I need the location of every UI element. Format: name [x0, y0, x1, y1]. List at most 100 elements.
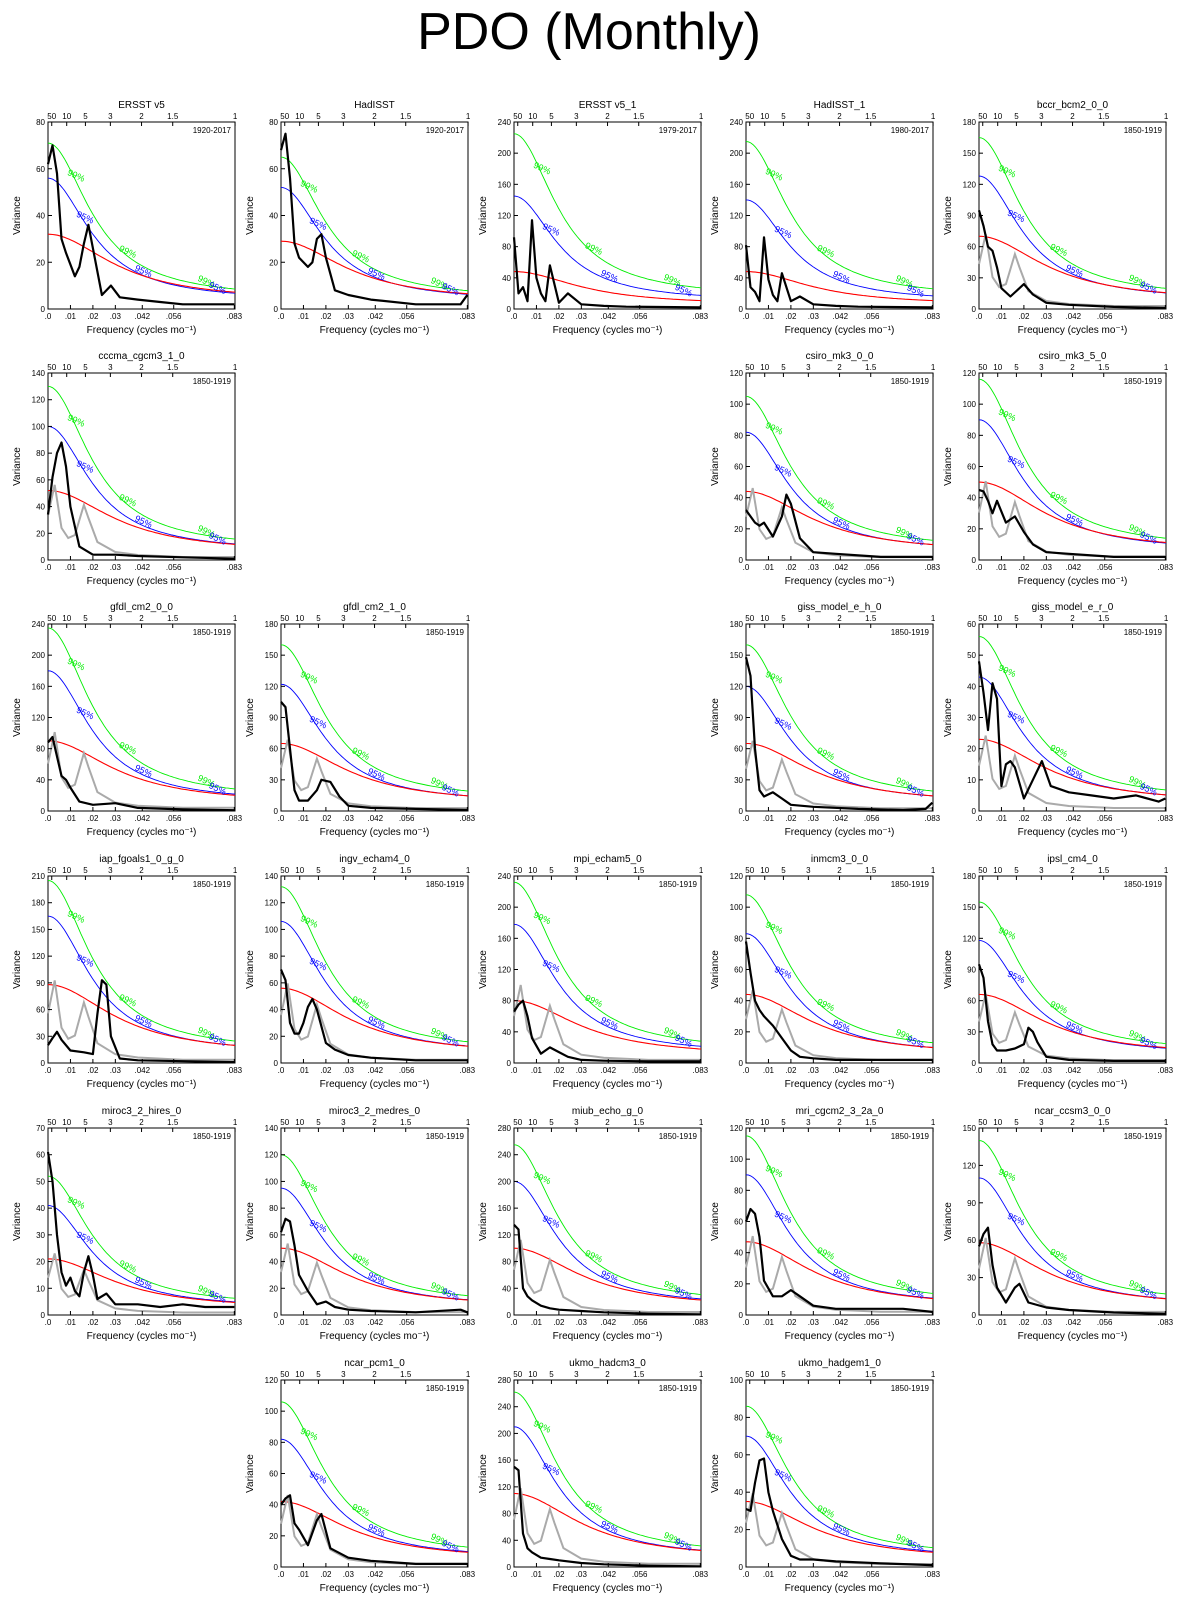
period-label: 1850-1919	[193, 628, 232, 637]
top-tick-label: 3	[108, 112, 113, 121]
x-tick-label: .083	[460, 1318, 476, 1327]
x-tick-label: .02	[87, 563, 99, 572]
confidence-label: 95%	[831, 1521, 852, 1538]
top-tick-label: 1	[931, 866, 936, 875]
gray-spectrum-line	[978, 993, 1166, 1062]
spectrum-line	[279, 969, 468, 1062]
x-axis-label: Frequency (cycles mo⁻¹)	[87, 576, 197, 587]
y-tick-label: 40	[502, 274, 511, 283]
y-tick-label: 60	[269, 1231, 278, 1240]
x-tick-label: .02	[1018, 1066, 1030, 1075]
top-tick-label: 1.5	[865, 112, 877, 121]
ci99-line	[280, 1401, 469, 1548]
y-tick-label: 90	[36, 979, 45, 988]
period-label: 1850-1919	[1124, 628, 1163, 637]
x-tick-label: .01	[531, 312, 543, 321]
x-tick-label: .042	[1065, 563, 1081, 572]
period-label: 1920-2017	[426, 126, 465, 135]
y-tick-label: 200	[498, 1429, 512, 1438]
top-tick-label: 3	[108, 866, 113, 875]
confidence-label: 95%	[1138, 279, 1159, 296]
x-tick-label: .056	[864, 1066, 880, 1075]
x-axis-label: Frequency (cycles mo⁻¹)	[320, 1079, 430, 1090]
y-tick-label: 30	[967, 714, 976, 723]
top-tick-label: 10	[62, 112, 71, 121]
x-tick-label: .042	[832, 563, 848, 572]
confidence-label: 99%	[351, 745, 372, 762]
x-axis-label: Frequency (cycles mo⁻¹)	[785, 576, 895, 587]
y-tick-label: 200	[32, 651, 46, 660]
y-tick-label: 40	[967, 494, 976, 503]
period-label: 1850-1919	[891, 377, 930, 386]
top-tick-label: 50	[513, 1118, 522, 1127]
confidence-label: 95%	[207, 1288, 228, 1305]
confidence-label: 99%	[1049, 743, 1070, 760]
x-tick-label: .042	[367, 1318, 383, 1327]
top-tick-label: 2	[139, 614, 144, 623]
ci95-line	[513, 1426, 702, 1551]
x-axis-label: Frequency (cycles mo⁻¹)	[553, 1583, 663, 1594]
x-tick-label: .042	[134, 312, 150, 321]
y-tick-label: 20	[734, 1526, 743, 1535]
confidence-label: 95%	[133, 263, 154, 280]
spectrum-line	[977, 661, 1166, 803]
spectrum-panel: 99%99%99%95%95%95%020406080100120.0.01.0…	[245, 1358, 476, 1594]
top-tick-label: 10	[528, 1118, 537, 1127]
top-tick-label: 1.5	[633, 112, 645, 121]
top-tick-label: 5	[83, 363, 88, 372]
x-tick-label: .02	[785, 563, 797, 572]
x-tick-label: .03	[1041, 1066, 1053, 1075]
top-tick-label: 2	[1070, 866, 1075, 875]
x-tick-label: .083	[1158, 814, 1174, 823]
ci95-line	[978, 419, 1167, 544]
x-tick-label: .042	[134, 563, 150, 572]
page-title: PDO (Monthly)	[417, 3, 761, 61]
top-tick-label: 3	[574, 866, 579, 875]
x-tick-label: .042	[367, 1570, 383, 1579]
top-tick-label: 2	[1070, 614, 1075, 623]
top-tick-label: 1	[931, 112, 936, 121]
top-tick-label: 10	[993, 363, 1002, 372]
x-tick-label: .02	[785, 814, 797, 823]
ci95-line	[745, 199, 934, 297]
confidence-label: 99%	[118, 1258, 139, 1275]
y-tick-label: 30	[36, 1231, 45, 1240]
top-tick-label: 3	[574, 1118, 579, 1127]
x-axis-label: Frequency (cycles mo⁻¹)	[1018, 325, 1128, 336]
y-tick-label: 200	[498, 1177, 512, 1186]
y-tick-label: 30	[967, 1274, 976, 1283]
y-axis-label: Variance	[943, 1202, 954, 1241]
spectrum-panel: 99%99%99%95%95%95%04080120160200240.0.01…	[12, 602, 243, 838]
ci99-line	[47, 880, 236, 1042]
top-tick-label: 2	[139, 112, 144, 121]
top-tick-label: 5	[316, 614, 321, 623]
confidence-label: 95%	[366, 766, 387, 783]
confidence-label: 99%	[584, 1248, 605, 1265]
x-tick-label: .01	[763, 1570, 775, 1579]
x-tick-label: .01	[65, 1318, 77, 1327]
top-tick-label: 2	[139, 866, 144, 875]
x-tick-label: .01	[531, 1066, 543, 1075]
y-tick-label: 80	[734, 1186, 743, 1195]
top-tick-label: 1.5	[1098, 614, 1110, 623]
x-tick-label: .056	[864, 312, 880, 321]
spectrum-panel: 99%99%99%95%95%95%0306090120150.0.01.02.…	[943, 1106, 1174, 1342]
x-tick-label: .02	[785, 312, 797, 321]
ci99-line	[47, 1175, 236, 1299]
x-tick-label: .056	[166, 563, 182, 572]
spectrum-line	[744, 656, 934, 812]
x-tick-label: .01	[65, 312, 77, 321]
y-tick-label: 30	[269, 776, 278, 785]
spectrum-panel: 99%99%99%95%95%95%0102030405060.0.01.02.…	[943, 602, 1174, 838]
y-tick-label: 120	[265, 682, 279, 691]
y-tick-label: 120	[963, 934, 977, 943]
top-tick-label: 1	[931, 363, 936, 372]
y-tick-label: 120	[498, 966, 512, 975]
y-axis-label: Variance	[710, 1454, 721, 1493]
y-axis-label: Variance	[943, 950, 954, 989]
confidence-label: 95%	[673, 282, 694, 299]
y-tick-label: 60	[734, 966, 743, 975]
top-tick-label: 3	[574, 112, 579, 121]
top-tick-label: 1	[699, 866, 704, 875]
top-tick-label: 2	[372, 1118, 377, 1127]
